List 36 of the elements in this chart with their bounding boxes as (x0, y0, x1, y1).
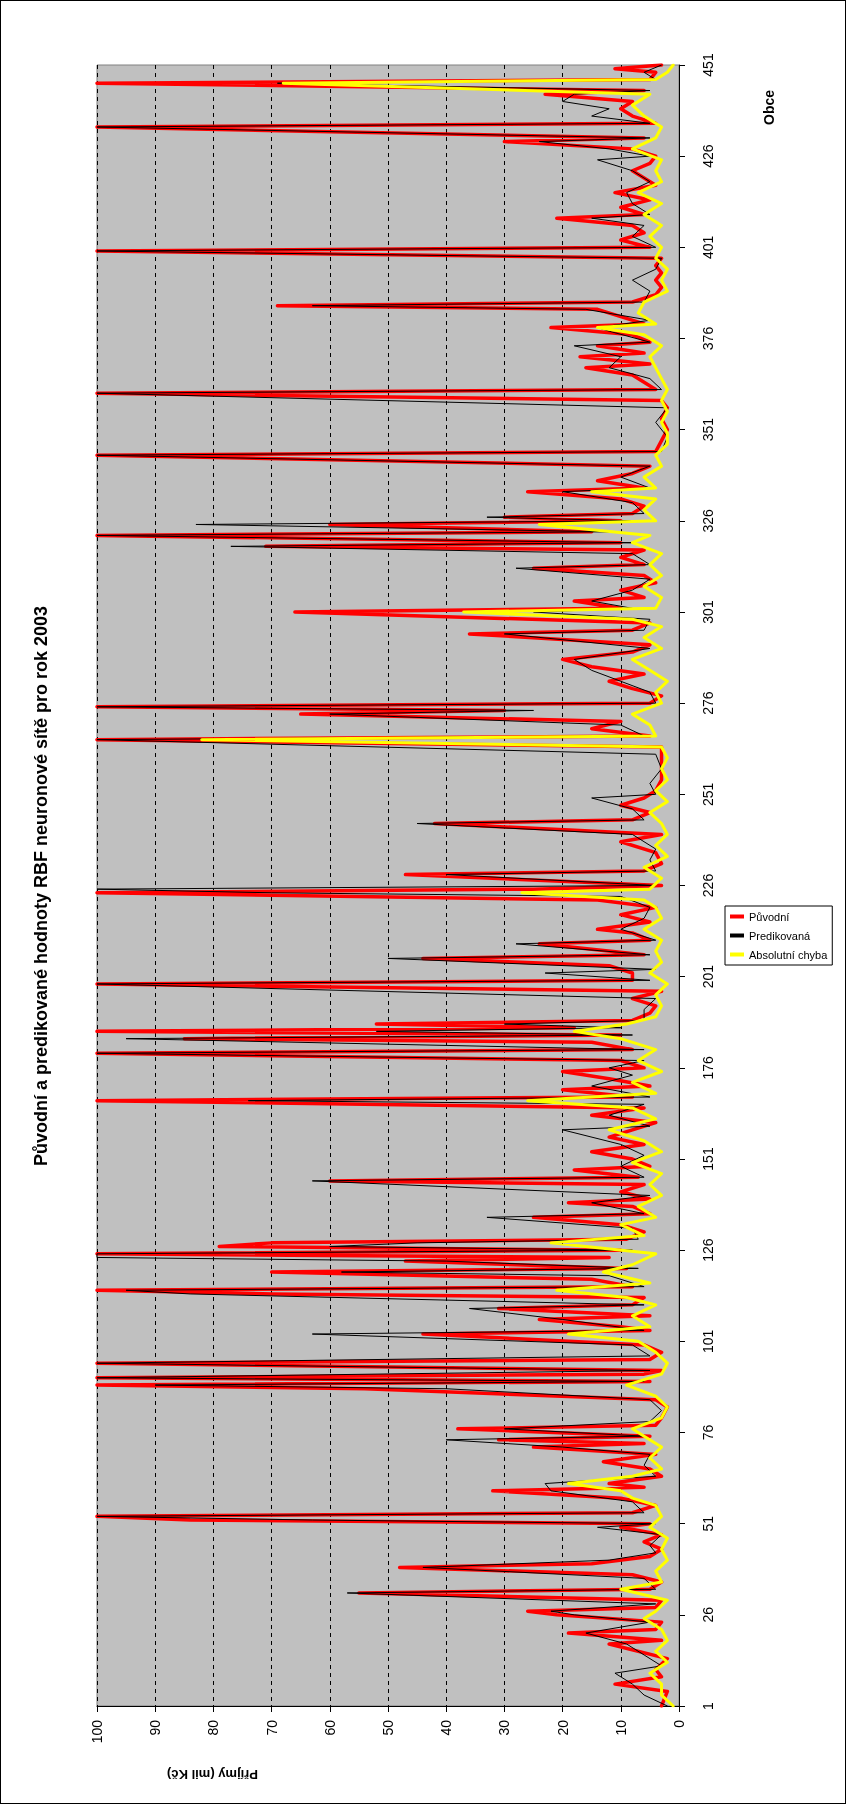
y-tick-label: 201 (700, 964, 716, 989)
y-axis-title: Obce (761, 89, 777, 125)
y-tick-label: 51 (700, 1515, 716, 1532)
y-tick-label: 226 (700, 873, 716, 898)
y-tick-label: 1 (700, 1701, 716, 1710)
x-tick-label: 70 (263, 1719, 280, 1736)
y-tick-label: 151 (700, 1147, 716, 1171)
legend-label: Původní (749, 910, 790, 923)
y-tick-label: 276 (700, 691, 716, 715)
y-tick-label: 451 (700, 53, 716, 77)
x-axis-title: Příjmy (mil Kč) (166, 1766, 258, 1782)
y-tick-label: 301 (700, 600, 716, 624)
x-tick-label: 50 (380, 1719, 396, 1736)
y-tick-label: 401 (700, 235, 716, 260)
x-tick-label: 0 (671, 1719, 687, 1728)
y-tick-label: 76 (700, 1424, 716, 1441)
legend-label: Absolutní chyba (749, 948, 829, 961)
x-tick-label: 20 (554, 1719, 571, 1736)
y-tick-label: 101 (700, 1329, 716, 1354)
x-tick-label: 80 (205, 1719, 222, 1736)
y-tick-label: 351 (700, 417, 716, 442)
y-tick-label: 426 (700, 144, 716, 168)
y-tick-label: 376 (700, 326, 716, 351)
x-tick-label: 60 (321, 1719, 338, 1736)
x-tick-label: 40 (438, 1719, 455, 1736)
x-tick-label: 10 (612, 1719, 629, 1736)
y-tick-label: 326 (700, 508, 716, 533)
x-tick-label: 30 (496, 1719, 513, 1736)
y-tick-label: 176 (700, 1055, 716, 1080)
x-tick-label: 100 (89, 1719, 105, 1744)
y-tick-label: 251 (700, 782, 716, 807)
legend-label: Predikovaná (749, 929, 812, 942)
x-tick-label: 90 (147, 1719, 164, 1736)
y-tick-label: 26 (700, 1606, 716, 1623)
y-tick-label: 126 (700, 1238, 716, 1262)
text: Původní a predikované hodnoty RBF neuronové sítě pro rok 2003 (31, 605, 51, 1167)
